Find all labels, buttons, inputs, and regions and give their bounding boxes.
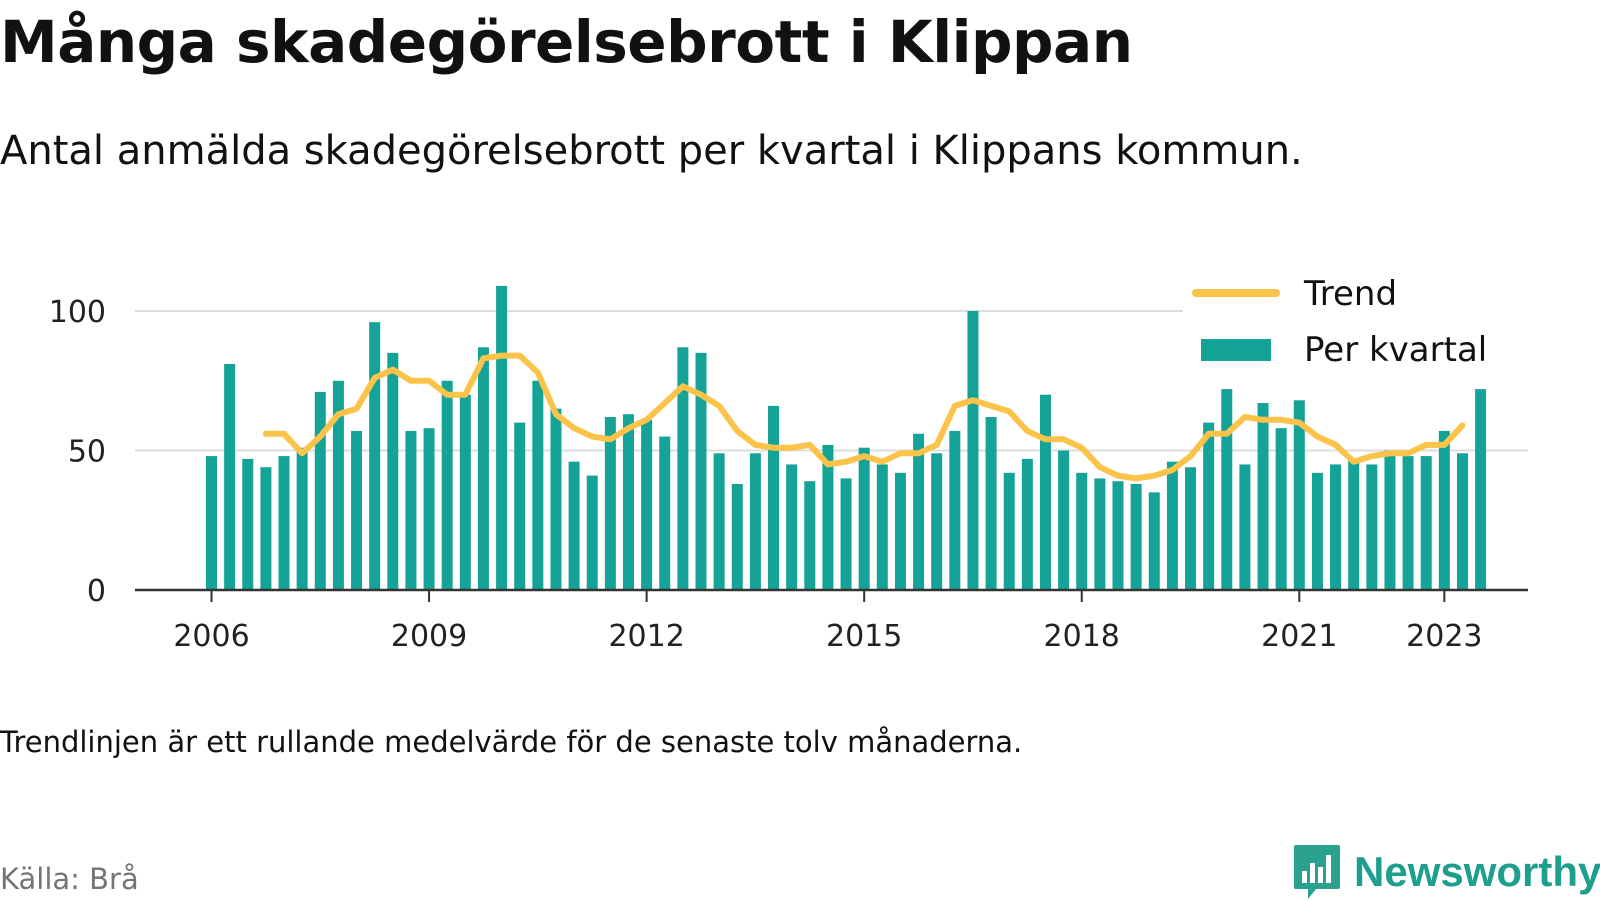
bar bbox=[1166, 461, 1178, 590]
x-tick-label: 2023 bbox=[1406, 619, 1482, 654]
bar bbox=[985, 417, 997, 590]
brand-logo: Newsworthy bbox=[1292, 843, 1600, 901]
bar bbox=[496, 285, 508, 590]
bar bbox=[1475, 389, 1487, 590]
chart-title: Många skadegörelsebrott i Klippan bbox=[0, 8, 1133, 76]
bar bbox=[242, 458, 254, 590]
bar bbox=[713, 453, 725, 590]
bar bbox=[731, 483, 743, 590]
bar bbox=[532, 380, 544, 590]
bar bbox=[1420, 456, 1432, 590]
bar bbox=[1275, 428, 1287, 590]
bar bbox=[1021, 458, 1033, 590]
bar bbox=[1076, 472, 1088, 590]
bar bbox=[1366, 464, 1378, 590]
bar bbox=[1330, 464, 1342, 590]
y-tick-label: 50 bbox=[68, 435, 106, 470]
bar bbox=[1058, 450, 1070, 590]
bar bbox=[1239, 464, 1251, 590]
bar bbox=[894, 472, 906, 590]
bar bbox=[1203, 422, 1215, 590]
bar bbox=[786, 464, 798, 590]
y-tick-label: 0 bbox=[87, 574, 106, 609]
bar bbox=[768, 405, 780, 590]
trend-series bbox=[262, 352, 1466, 482]
bar bbox=[677, 347, 689, 590]
x-tick-label: 2009 bbox=[391, 619, 467, 654]
chart-subtitle: Antal anmälda skadegörelsebrott per kvar… bbox=[0, 128, 1303, 174]
bar bbox=[278, 456, 290, 590]
bar bbox=[1221, 389, 1233, 590]
bar bbox=[1456, 453, 1468, 590]
bar bbox=[1438, 430, 1450, 590]
bar bbox=[206, 456, 217, 590]
bar bbox=[604, 417, 616, 590]
bar bbox=[695, 352, 707, 590]
bar bbox=[369, 322, 381, 590]
bar bbox=[840, 478, 852, 590]
bar bbox=[913, 433, 925, 590]
x-tick-label: 2015 bbox=[826, 619, 902, 654]
x-tick-label: 2018 bbox=[1044, 619, 1120, 654]
x-tick-label: 2006 bbox=[173, 619, 249, 654]
bar bbox=[1130, 483, 1142, 590]
legend: Trend Per kvartal bbox=[1183, 264, 1528, 388]
bar bbox=[423, 428, 435, 590]
bar bbox=[550, 408, 562, 590]
bar bbox=[1384, 450, 1396, 590]
bar bbox=[459, 394, 471, 590]
bar bbox=[1039, 394, 1051, 590]
bar bbox=[949, 430, 961, 590]
bar bbox=[1257, 403, 1269, 590]
bar bbox=[586, 475, 598, 590]
bar bbox=[314, 391, 326, 590]
bar bbox=[224, 364, 236, 590]
bar bbox=[641, 419, 653, 590]
bar bbox=[1112, 481, 1124, 590]
bar bbox=[477, 347, 489, 590]
footnote: Trendlinjen är ett rullande medelvärde f… bbox=[0, 725, 1023, 759]
bar bbox=[1185, 467, 1197, 590]
bar bbox=[1348, 458, 1360, 590]
bar bbox=[441, 380, 453, 590]
x-axis: 2006 2009 2012 2015 2018 2021 2023 bbox=[135, 588, 1528, 654]
legend-background bbox=[1183, 264, 1528, 388]
bar bbox=[622, 414, 634, 590]
bar bbox=[858, 447, 870, 590]
bar bbox=[387, 352, 399, 590]
bar bbox=[1003, 472, 1015, 590]
bar bbox=[1311, 472, 1323, 590]
brand-name: Newsworthy bbox=[1354, 848, 1600, 895]
legend-swatch-per-kvartal bbox=[1201, 339, 1271, 361]
bar bbox=[332, 380, 344, 590]
bar bbox=[749, 453, 761, 590]
bar bbox=[568, 461, 580, 590]
newsworthy-logo-icon bbox=[1294, 845, 1340, 899]
source-note: Källa: Brå bbox=[0, 862, 139, 896]
bar bbox=[967, 311, 979, 590]
y-tick-label: 100 bbox=[49, 295, 106, 330]
bar-chart: 2006 2009 2012 2015 2018 2021 2023 0 50 100 Tren… bbox=[49, 264, 1528, 654]
legend-label-trend: Trend bbox=[1303, 274, 1397, 314]
bar bbox=[659, 436, 671, 590]
bar bbox=[405, 430, 417, 590]
bar bbox=[876, 464, 888, 590]
bar bbox=[1402, 456, 1414, 590]
bar bbox=[822, 444, 834, 590]
bar bbox=[931, 453, 943, 590]
y-axis: 0 50 100 bbox=[49, 295, 106, 609]
bar bbox=[1148, 492, 1160, 590]
bar bbox=[1094, 478, 1106, 590]
x-tick-label: 2012 bbox=[608, 619, 684, 654]
bar bbox=[804, 481, 816, 590]
bar bbox=[514, 422, 526, 590]
x-tick-label: 2021 bbox=[1261, 619, 1337, 654]
bar bbox=[296, 447, 308, 590]
trend-line bbox=[262, 352, 1466, 482]
bar bbox=[260, 467, 272, 590]
bar-series bbox=[206, 285, 1487, 590]
bar bbox=[1293, 400, 1305, 590]
legend-label-per-kvartal: Per kvartal bbox=[1304, 330, 1487, 370]
bar bbox=[351, 430, 363, 590]
